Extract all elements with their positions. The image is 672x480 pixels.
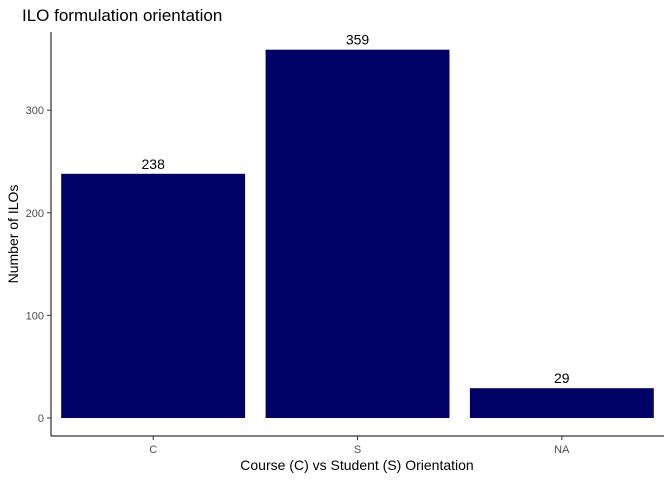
y-tick-label-200: 200: [26, 208, 44, 220]
bar-s: [265, 49, 450, 418]
bar-c: [61, 173, 246, 418]
data-label-c: 238: [142, 156, 166, 172]
y-axis-label: Number of ILOs: [5, 185, 21, 284]
x-tick-label-c: C: [149, 444, 157, 456]
y-ticks-group: 0 100 200 300: [26, 105, 51, 425]
y-tick-label-100: 100: [26, 310, 44, 322]
x-ticks-group: C S NA: [149, 436, 570, 456]
y-tick-label-300: 300: [26, 105, 44, 117]
chart-title: ILO formulation orientation: [22, 6, 222, 25]
bars-group: [61, 49, 654, 418]
x-tick-label-na: NA: [554, 444, 570, 456]
x-tick-label-s: S: [354, 444, 361, 456]
x-axis-label: Course (C) vs Student (S) Orientation: [240, 457, 473, 473]
data-label-na: 29: [554, 370, 570, 386]
bar-na: [469, 388, 654, 418]
data-labels-group: 238 359 29: [142, 32, 570, 387]
y-tick-label-0: 0: [38, 413, 44, 425]
data-label-s: 359: [346, 32, 370, 48]
